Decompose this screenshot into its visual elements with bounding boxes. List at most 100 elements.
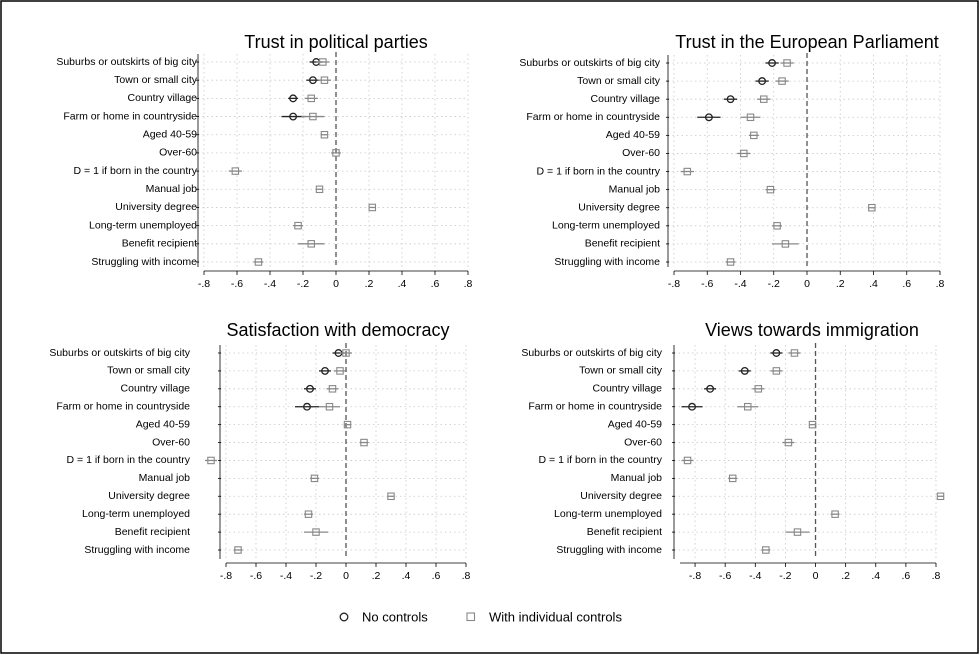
point-with-controls <box>304 510 313 518</box>
x-tick-label: 0 <box>333 278 339 290</box>
point-with-controls <box>744 402 752 411</box>
category-label: University degree <box>108 490 190 502</box>
x-tick-label: .6 <box>432 570 441 582</box>
point-with-controls <box>207 456 215 465</box>
category-label: Struggling with income <box>91 256 197 268</box>
category-label: Farm or home in countryside <box>526 111 660 123</box>
point-with-controls <box>746 113 755 122</box>
point-with-controls <box>307 240 315 248</box>
point-no-controls <box>772 349 781 357</box>
x-tick-label: .8 <box>462 570 471 582</box>
point-no-controls <box>706 384 715 393</box>
point-with-controls <box>754 385 763 393</box>
category-label: Over-60 <box>622 147 660 159</box>
category-label: Struggling with income <box>84 544 190 556</box>
point-no-controls <box>306 384 314 393</box>
x-tick-label: .8 <box>932 570 941 582</box>
legend-label-with-controls: With individual controls <box>489 609 622 624</box>
point-with-controls <box>310 474 319 483</box>
x-tick-label: .6 <box>902 278 911 290</box>
category-label: D = 1 if born in the country <box>74 165 198 177</box>
point-with-controls <box>760 95 768 103</box>
x-tick-label: .4 <box>869 278 878 290</box>
x-tick-label: -.6 <box>231 278 243 290</box>
point-with-controls <box>307 94 315 103</box>
point-with-controls <box>312 528 320 536</box>
x-tick-label: -.4 <box>264 278 276 290</box>
panel-title: Satisfaction with democracy <box>226 320 449 340</box>
x-tick-label: .6 <box>901 570 910 582</box>
category-label: Manual job <box>139 472 191 484</box>
panel-title: Trust in the European Parliament <box>675 32 938 52</box>
category-label: Manual job <box>611 472 663 484</box>
point-no-controls <box>688 402 696 411</box>
point-with-controls <box>332 149 340 157</box>
x-tick-label: -.8 <box>668 278 680 290</box>
point-with-controls <box>683 456 692 465</box>
category-label: Country village <box>128 92 198 104</box>
panel-title: Trust in political parties <box>244 32 427 52</box>
point-with-controls <box>728 474 737 483</box>
category-label: Aged 40-59 <box>136 418 190 430</box>
point-no-controls <box>726 95 735 104</box>
category-label: Town or small city <box>114 74 198 86</box>
point-with-controls <box>387 492 395 501</box>
category-label: Long-term unemployed <box>82 508 190 520</box>
point-no-controls <box>740 366 749 375</box>
point-no-controls <box>768 59 777 67</box>
point-with-controls <box>309 112 317 121</box>
x-tick-label: -.2 <box>768 278 780 290</box>
category-label: D = 1 if born in the country <box>67 454 191 466</box>
category-label: Farm or home in countryside <box>528 401 662 413</box>
point-with-controls <box>766 185 775 194</box>
category-label: Suburbs or outskirts of big city <box>521 347 662 359</box>
category-label: Country village <box>593 383 663 395</box>
point-with-controls <box>936 492 945 501</box>
category-label: Over-60 <box>624 436 662 448</box>
panel-views-immigration: Views towards immigration Suburbs or out… <box>521 320 945 582</box>
category-label: Over-60 <box>152 436 190 448</box>
point-with-controls <box>343 420 352 429</box>
category-label: Aged 40-59 <box>606 129 660 141</box>
point-with-controls <box>778 77 786 85</box>
category-label: Benefit recipient <box>122 238 197 250</box>
x-tick-label: -.8 <box>689 570 701 582</box>
category-label: Suburbs or outskirts of big city <box>49 347 190 359</box>
category-label: Country village <box>591 93 661 105</box>
x-tick-label: -.6 <box>701 278 713 290</box>
category-label: University degree <box>578 202 660 214</box>
x-tick-label: -.4 <box>280 570 292 582</box>
category-label: University degree <box>115 201 197 213</box>
point-no-controls <box>321 366 329 375</box>
point-with-controls <box>336 367 344 375</box>
category-label: Town or small city <box>579 365 663 377</box>
category-label: Suburbs or outskirts of big city <box>519 57 660 69</box>
point-with-controls <box>784 438 793 447</box>
point-with-controls <box>294 221 302 230</box>
point-with-controls <box>683 167 692 176</box>
x-tick-label: -.4 <box>749 570 761 582</box>
point-with-controls <box>783 59 791 67</box>
category-label: University degree <box>580 490 662 502</box>
x-tick-label: -.8 <box>198 278 210 290</box>
point-with-controls <box>319 58 327 66</box>
point-with-controls <box>790 349 799 357</box>
legend: No controls With individual controls <box>339 609 622 624</box>
x-tick-label: 0 <box>343 570 349 582</box>
point-with-controls <box>750 131 758 140</box>
x-tick-label: .2 <box>372 570 381 582</box>
x-tick-label: 0 <box>813 570 819 582</box>
x-tick-label: .4 <box>871 570 880 582</box>
legend-marker-no-controls <box>339 612 349 622</box>
point-with-controls <box>726 258 735 266</box>
point-with-controls <box>772 367 781 375</box>
point-with-controls <box>831 510 839 518</box>
point-with-controls <box>231 167 240 175</box>
point-with-controls <box>368 203 377 212</box>
category-label: Town or small city <box>107 365 191 377</box>
x-tick-label: 0 <box>804 278 810 290</box>
category-label: Manual job <box>609 183 661 195</box>
category-label: Country village <box>121 383 191 395</box>
